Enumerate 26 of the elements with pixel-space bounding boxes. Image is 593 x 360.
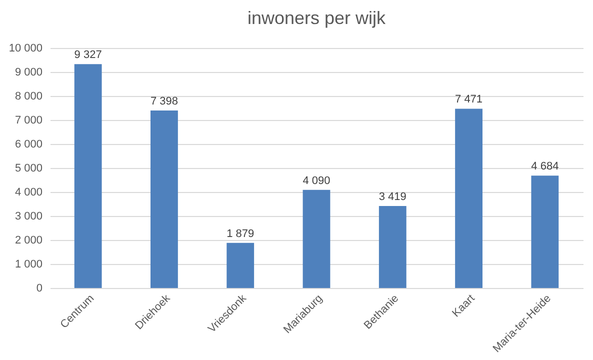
bar xyxy=(226,242,254,288)
bar xyxy=(150,110,178,288)
y-tick-label: 5 000 xyxy=(14,162,42,174)
bar xyxy=(74,64,102,288)
bar xyxy=(531,176,559,288)
chart-title: inwoners per wijk xyxy=(247,8,387,28)
bar xyxy=(378,206,406,288)
y-tick-label: 4 000 xyxy=(14,186,42,198)
y-tick-label: 9 000 xyxy=(14,66,42,78)
data-label: 4 684 xyxy=(531,160,559,173)
data-label: 7 471 xyxy=(455,94,483,106)
y-tick-label: 10 000 xyxy=(8,42,42,54)
y-tick-label: 1 000 xyxy=(14,258,42,270)
bar xyxy=(302,190,330,288)
y-tick-label: 2 000 xyxy=(14,234,42,246)
data-label: 1 879 xyxy=(226,228,254,240)
data-label: 4 090 xyxy=(302,174,330,187)
data-label: 7 398 xyxy=(150,95,178,108)
y-tick-label: 8 000 xyxy=(14,90,42,102)
bar xyxy=(455,108,482,288)
y-tick-label: 6 000 xyxy=(14,138,42,150)
y-tick-label: 0 xyxy=(36,282,42,294)
data-label: 9 327 xyxy=(74,49,102,62)
y-tick-label: 7 000 xyxy=(14,114,42,126)
data-label: 3 419 xyxy=(378,190,406,203)
y-tick-label: 3 000 xyxy=(14,210,42,222)
